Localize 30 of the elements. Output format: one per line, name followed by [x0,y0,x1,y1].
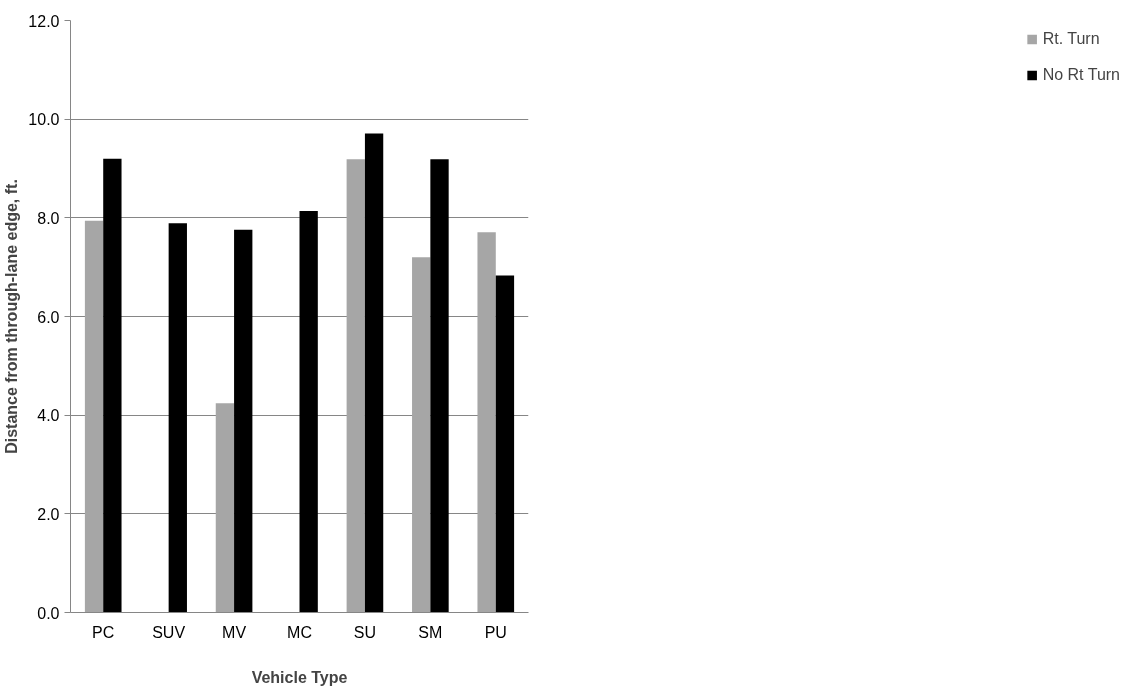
bar [364,133,384,613]
y-tick-label: 10.0 [28,111,60,129]
bar [234,229,253,613]
y-tick-label: 0.0 [37,604,60,622]
bar [430,159,449,613]
bar [495,275,515,613]
y-tick-label: 12.0 [28,12,60,30]
bar [84,220,104,613]
bar [299,210,318,613]
x-tick-label: MC [287,623,312,641]
x-tick-label: SUV [152,623,186,641]
bar [412,257,431,613]
bar [103,158,122,613]
y-tick-label: 8.0 [37,209,60,227]
x-axis-title: Vehicle Type [251,668,348,686]
bar [168,223,187,613]
x-tick-label: PU [484,623,507,641]
legend-label: Rt. Turn [1042,30,1100,48]
x-tick-label: SM [418,623,443,641]
x-tick-label: MV [222,623,247,641]
y-tick-label: 6.0 [37,308,60,326]
x-tick-label: PC [92,623,115,641]
y-tick-label: 2.0 [37,505,60,523]
bar [477,232,496,613]
x-tick-label: SU [353,623,377,641]
legend-label: No Rt Turn [1042,66,1120,84]
y-tick-label: 4.0 [37,407,60,425]
y-axis-title: Distance from through-lane edge, ft. [3,179,21,454]
bar [215,403,235,613]
bar [346,159,365,613]
